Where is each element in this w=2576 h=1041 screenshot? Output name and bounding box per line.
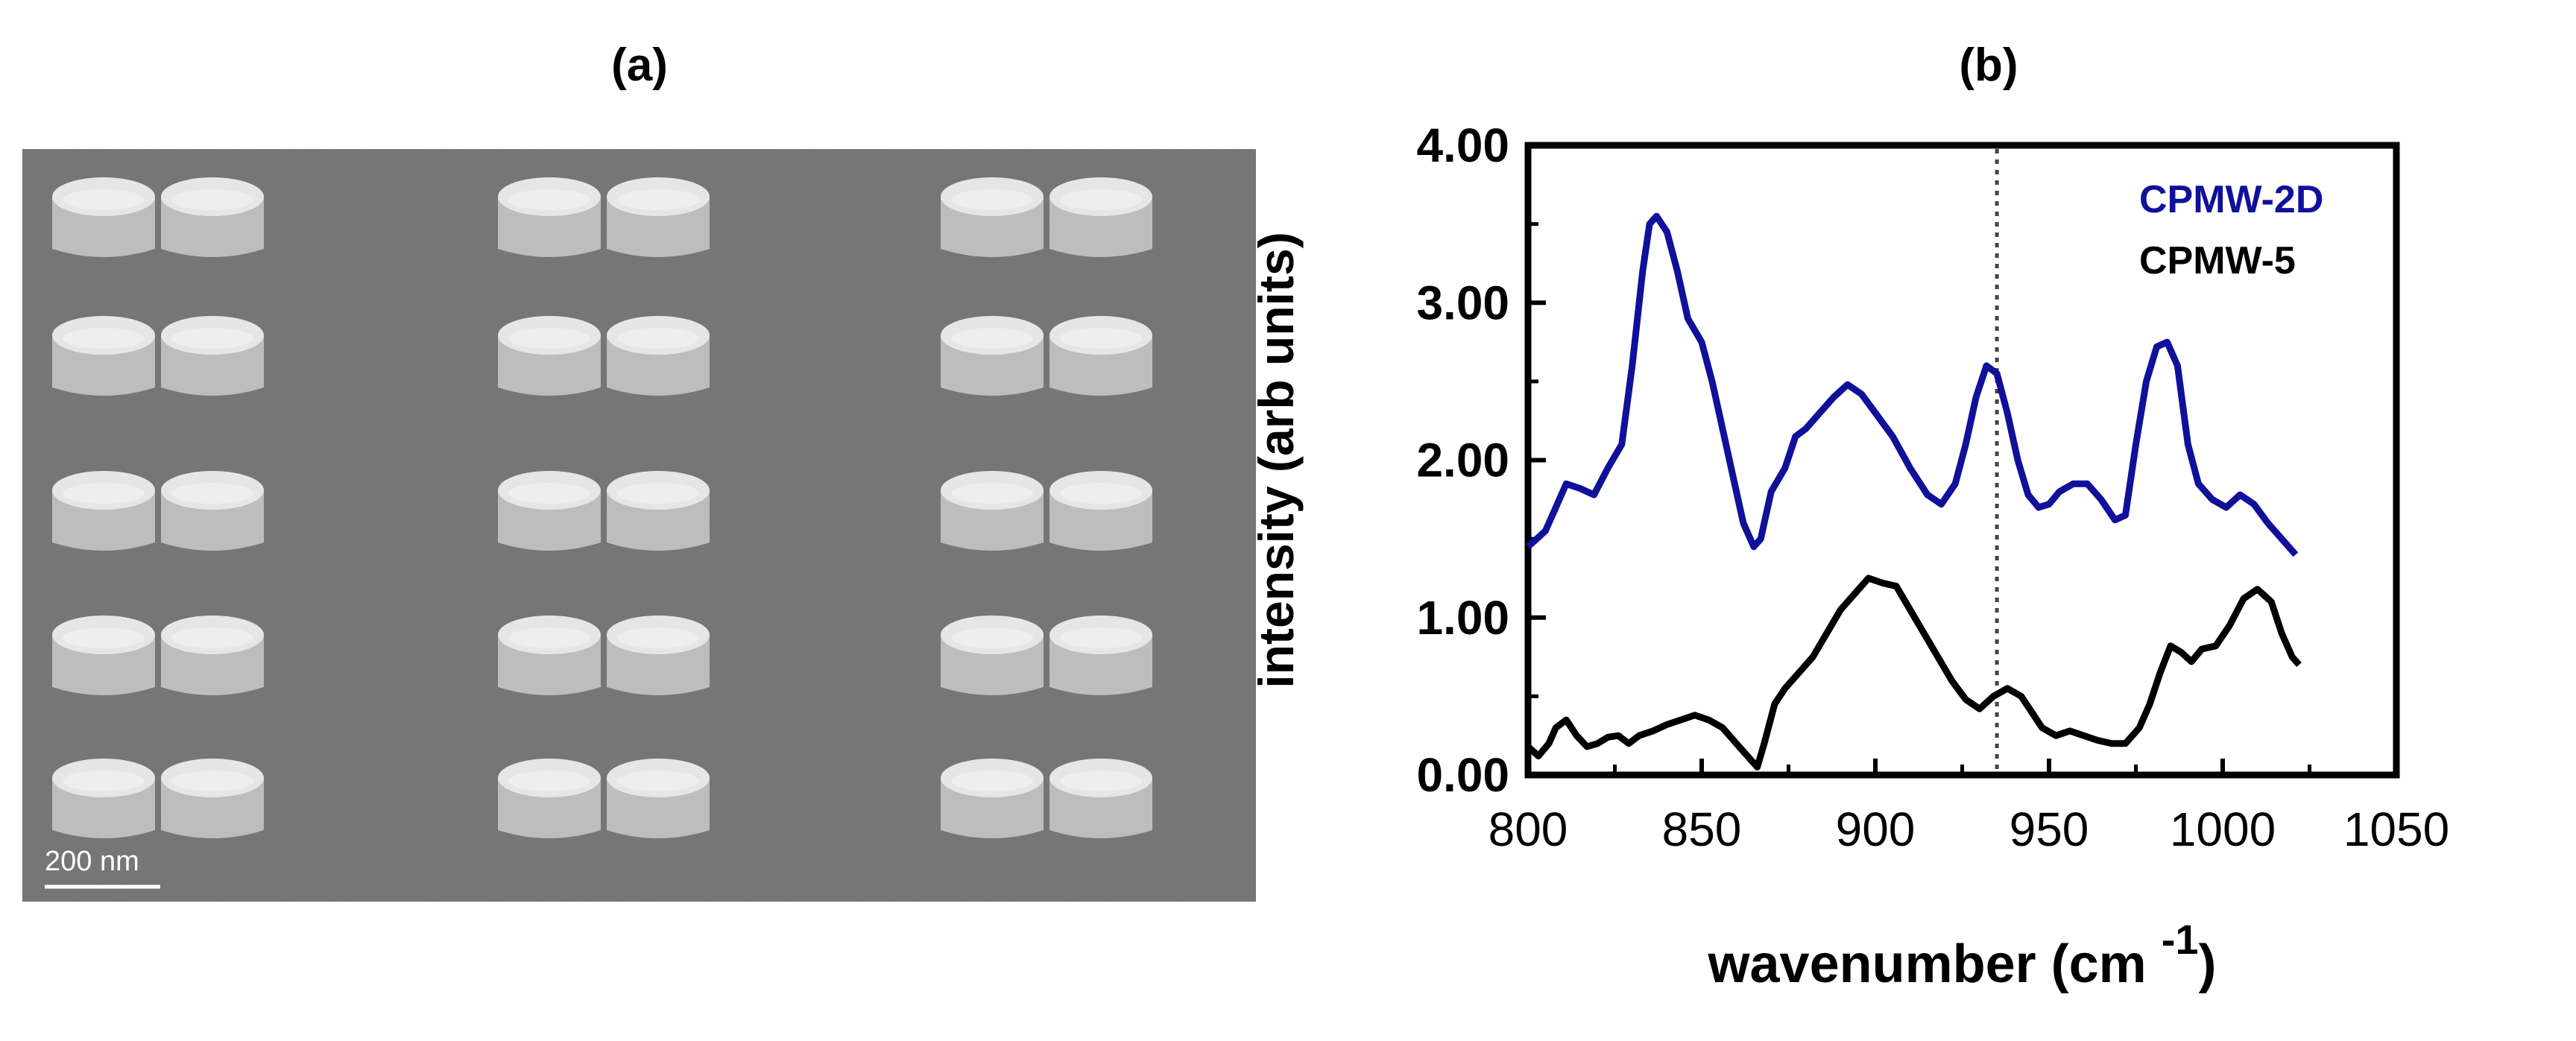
nano-disc — [161, 616, 264, 695]
nano-disc — [161, 759, 264, 838]
x-tick-label: 1050 — [2343, 803, 2449, 856]
y-axis-label: intensity (arb units) — [1248, 232, 1304, 688]
nano-disc — [161, 177, 264, 257]
x-tick-label: 950 — [2010, 803, 2089, 856]
nano-disc — [52, 177, 155, 257]
scale-bar: 200 nm — [45, 846, 160, 889]
nano-disc — [498, 316, 601, 396]
nano-disc — [941, 759, 1044, 838]
nano-disc — [941, 616, 1044, 695]
nano-disc — [941, 471, 1044, 551]
nano-disc — [161, 316, 264, 396]
series-line-cpmw-2d — [1525, 212, 2299, 557]
x-tick-label: 900 — [1836, 803, 1916, 856]
panel-a-label: (a) — [611, 39, 668, 91]
nano-disc — [607, 759, 710, 838]
legend-entry: CPMW-2D — [2139, 178, 2323, 221]
series-line-cpmw-5 — [1525, 575, 2302, 771]
nano-disc — [161, 471, 264, 551]
nano-disc — [1049, 616, 1152, 695]
y-tick-label: 4.00 — [1416, 118, 1509, 172]
nano-disc — [941, 316, 1044, 396]
nano-disc — [52, 471, 155, 551]
scale-bar-label: 200 nm — [45, 846, 139, 877]
nano-disc — [52, 616, 155, 695]
nano-disc — [607, 177, 710, 257]
y-tick-label: 2.00 — [1416, 434, 1509, 487]
y-tick-label: 0.00 — [1416, 748, 1509, 802]
x-tick-label: 800 — [1489, 803, 1568, 856]
nano-disc — [607, 471, 710, 551]
nano-disc-array — [52, 177, 1152, 838]
nano-disc — [607, 616, 710, 695]
nano-disc — [498, 759, 601, 838]
y-tick-label: 1.00 — [1416, 591, 1509, 645]
nano-disc — [607, 316, 710, 396]
nano-disc — [1049, 177, 1152, 257]
panel-a: (a) 200 nm — [22, 39, 1256, 902]
nano-disc — [498, 616, 601, 695]
nano-disc — [52, 759, 155, 838]
y-tick-label: 3.00 — [1416, 276, 1509, 329]
nano-disc — [1049, 759, 1152, 838]
spectrum-chart: 0.00 1.00 2.00 3.00 4.00 800 850 900 950 1000 1050… — [1248, 118, 2449, 994]
legend-entry: CPMW-5 — [2139, 239, 2296, 282]
nano-disc — [498, 471, 601, 551]
nano-disc — [498, 177, 601, 257]
nano-disc — [1049, 471, 1152, 551]
nano-disc — [52, 316, 155, 396]
panel-b: (b) 0.00 1.00 2.00 3.00 4.00 800 850 900 950 1000… — [1248, 39, 2449, 994]
x-tick-label: 1000 — [2170, 803, 2276, 856]
x-axis-label: wavenumber (cm -1) — [1708, 916, 2217, 994]
panel-b-label: (b) — [1959, 39, 2018, 91]
x-tick-label: 850 — [1662, 803, 1742, 856]
nano-disc — [941, 177, 1044, 257]
nano-disc — [1049, 316, 1152, 396]
